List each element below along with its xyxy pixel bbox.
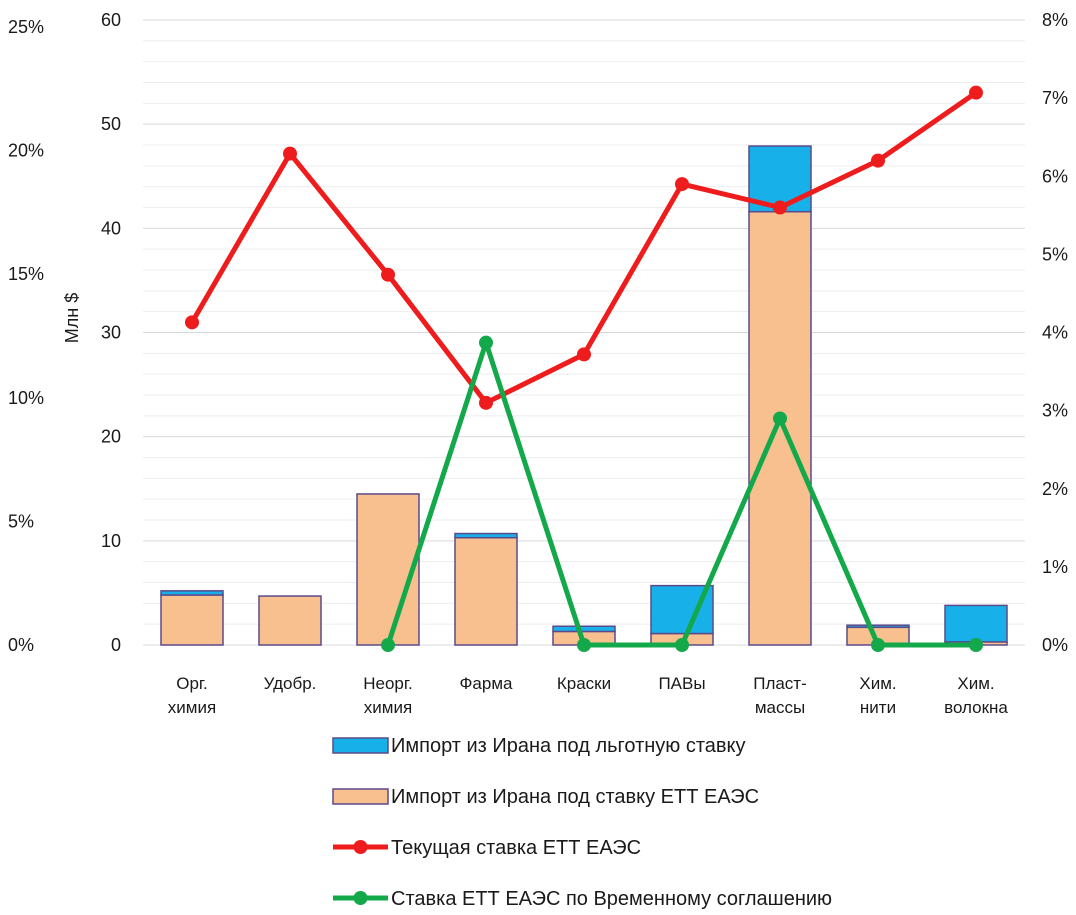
y-left-tick-label: 40	[101, 218, 121, 238]
x-category-label: Орг.	[176, 674, 208, 693]
line-marker	[871, 153, 885, 168]
line-marker	[675, 177, 689, 192]
y-far-tick-label: 0%	[8, 635, 34, 655]
legend-layer: Импорт из Ирана под льготную ставку Импор…	[332, 735, 832, 910]
y-right-tick-label: 2%	[1042, 479, 1068, 499]
x-category-label: химия	[168, 698, 216, 717]
y-left-tick-label: 10	[101, 531, 121, 551]
x-category-label: нити	[860, 698, 896, 717]
x-category-label: Хим.	[859, 674, 896, 693]
line-marker	[969, 638, 983, 652]
y-left-tick-label: 30	[101, 323, 121, 343]
bar-segment	[748, 210, 812, 646]
y-far-tick-label: 20%	[8, 141, 44, 161]
bar-segment	[160, 594, 224, 646]
legend-swatch	[332, 737, 389, 754]
line-marker	[479, 395, 493, 410]
bar-segment	[160, 590, 224, 596]
line-marker	[577, 638, 591, 652]
y-right-tick-label: 1%	[1042, 557, 1068, 577]
y-right-tick-label: 3%	[1042, 401, 1068, 421]
line-marker	[773, 411, 787, 426]
y-far-tick-label: 25%	[8, 17, 44, 37]
x-category-label: волокна	[944, 698, 1008, 717]
bar-segment	[454, 536, 518, 646]
y-far-tick-label: 5%	[8, 511, 34, 531]
y-axis-title: Млн $	[62, 293, 82, 343]
line-marker	[283, 146, 297, 161]
x-category-label: Пласт-	[753, 674, 807, 693]
bar-segment	[944, 604, 1008, 643]
legend-swatch	[332, 788, 389, 805]
x-category-label: Хим.	[957, 674, 994, 693]
bar-segment	[356, 493, 420, 646]
x-category-label: Фарма	[460, 674, 514, 693]
x-category-label: Удобр.	[264, 674, 317, 693]
line-marker	[773, 200, 787, 215]
line-layer	[185, 85, 983, 652]
y-left-tick-label: 0	[111, 635, 121, 655]
axis-layer: 0 10 20 30 40 50 60 0% 1% 2% 3% 4% 5% 6% 7% 8% 0% 5% 10% 15…	[8, 10, 1068, 717]
y-far-tick-label: 15%	[8, 264, 44, 284]
y-right-tick-label: 0%	[1042, 635, 1068, 655]
line-marker	[675, 638, 689, 652]
y-left-tick-label: 60	[101, 10, 121, 30]
legend-label: Текущая ставка ЕТТ ЕАЭС	[391, 837, 641, 859]
line-marker	[577, 347, 591, 362]
x-category-label: ПАВы	[658, 674, 705, 693]
legend-label: Импорт из Ирана под ставку ЕТТ ЕАЭС	[391, 786, 759, 808]
y-right-tick-label: 6%	[1042, 166, 1068, 186]
bar-segment	[846, 624, 910, 629]
bar-segment	[258, 595, 322, 646]
x-category-label: массы	[755, 698, 805, 717]
y-right-tick-label: 5%	[1042, 244, 1068, 264]
grid-layer	[143, 19, 1025, 646]
legend-label: Ставка ЕТТ ЕАЭС по Временному соглашению	[391, 888, 832, 910]
legend-swatch-marker	[353, 891, 368, 905]
line-marker	[381, 267, 395, 282]
bar-layer	[160, 145, 1008, 646]
legend-label: Импорт из Ирана под льготную ставку	[391, 735, 746, 757]
y-left-tick-label: 50	[101, 114, 121, 134]
x-category-label: химия	[364, 698, 412, 717]
y-right-tick-label: 4%	[1042, 323, 1068, 343]
x-category-label: Неорг.	[363, 674, 413, 693]
y-right-tick-label: 7%	[1042, 88, 1068, 108]
y-far-tick-label: 10%	[8, 388, 44, 408]
line-marker	[381, 638, 395, 652]
bar-segment	[454, 532, 518, 539]
line-marker	[871, 638, 885, 652]
x-category-label: Краски	[557, 674, 611, 693]
line-marker	[969, 85, 983, 100]
legend-swatch-marker	[353, 840, 368, 854]
bar-segment	[552, 625, 616, 633]
line-marker	[185, 315, 199, 330]
line-marker	[479, 335, 493, 350]
y-right-tick-label: 8%	[1042, 10, 1068, 30]
y-left-tick-label: 20	[101, 427, 121, 447]
